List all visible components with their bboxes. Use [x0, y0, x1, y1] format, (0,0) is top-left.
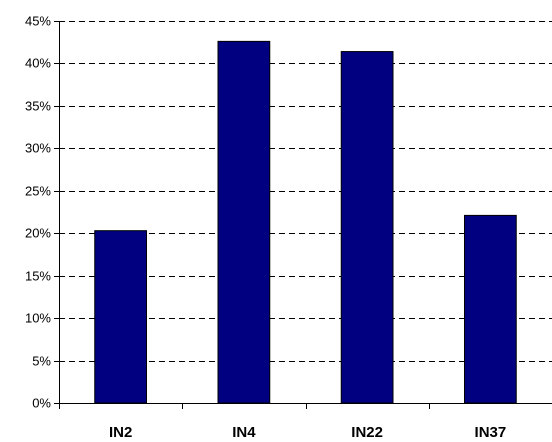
y-tick-label: 45% [25, 14, 51, 29]
x-tick-label: IN37 [475, 424, 507, 441]
bars [94, 40, 517, 404]
y-tick-label: 25% [25, 184, 51, 199]
bar-in22 [340, 51, 394, 404]
y-tick-label: 20% [25, 226, 51, 241]
x-tick-label: IN22 [351, 424, 383, 441]
x-tick-label: IN2 [109, 424, 132, 441]
x-tick-label: IN4 [232, 424, 256, 441]
y-tick-label: 15% [25, 269, 51, 284]
axes [54, 21, 552, 409]
bar-in2 [94, 230, 148, 404]
y-tick-label: 40% [25, 56, 51, 71]
bar-in37 [463, 214, 517, 404]
y-tick-label: 10% [25, 311, 51, 326]
y-tick-label: 0% [32, 396, 51, 411]
axis-labels: 0% 5% 10% 15% 20% 25% 30% 35% 40% 45% IN2 IN4 IN22 IN… [25, 14, 506, 442]
y-tick-label: 35% [25, 99, 51, 114]
y-tick-label: 30% [25, 141, 51, 156]
y-tick-label: 5% [32, 354, 51, 369]
bar-in4 [217, 40, 271, 404]
